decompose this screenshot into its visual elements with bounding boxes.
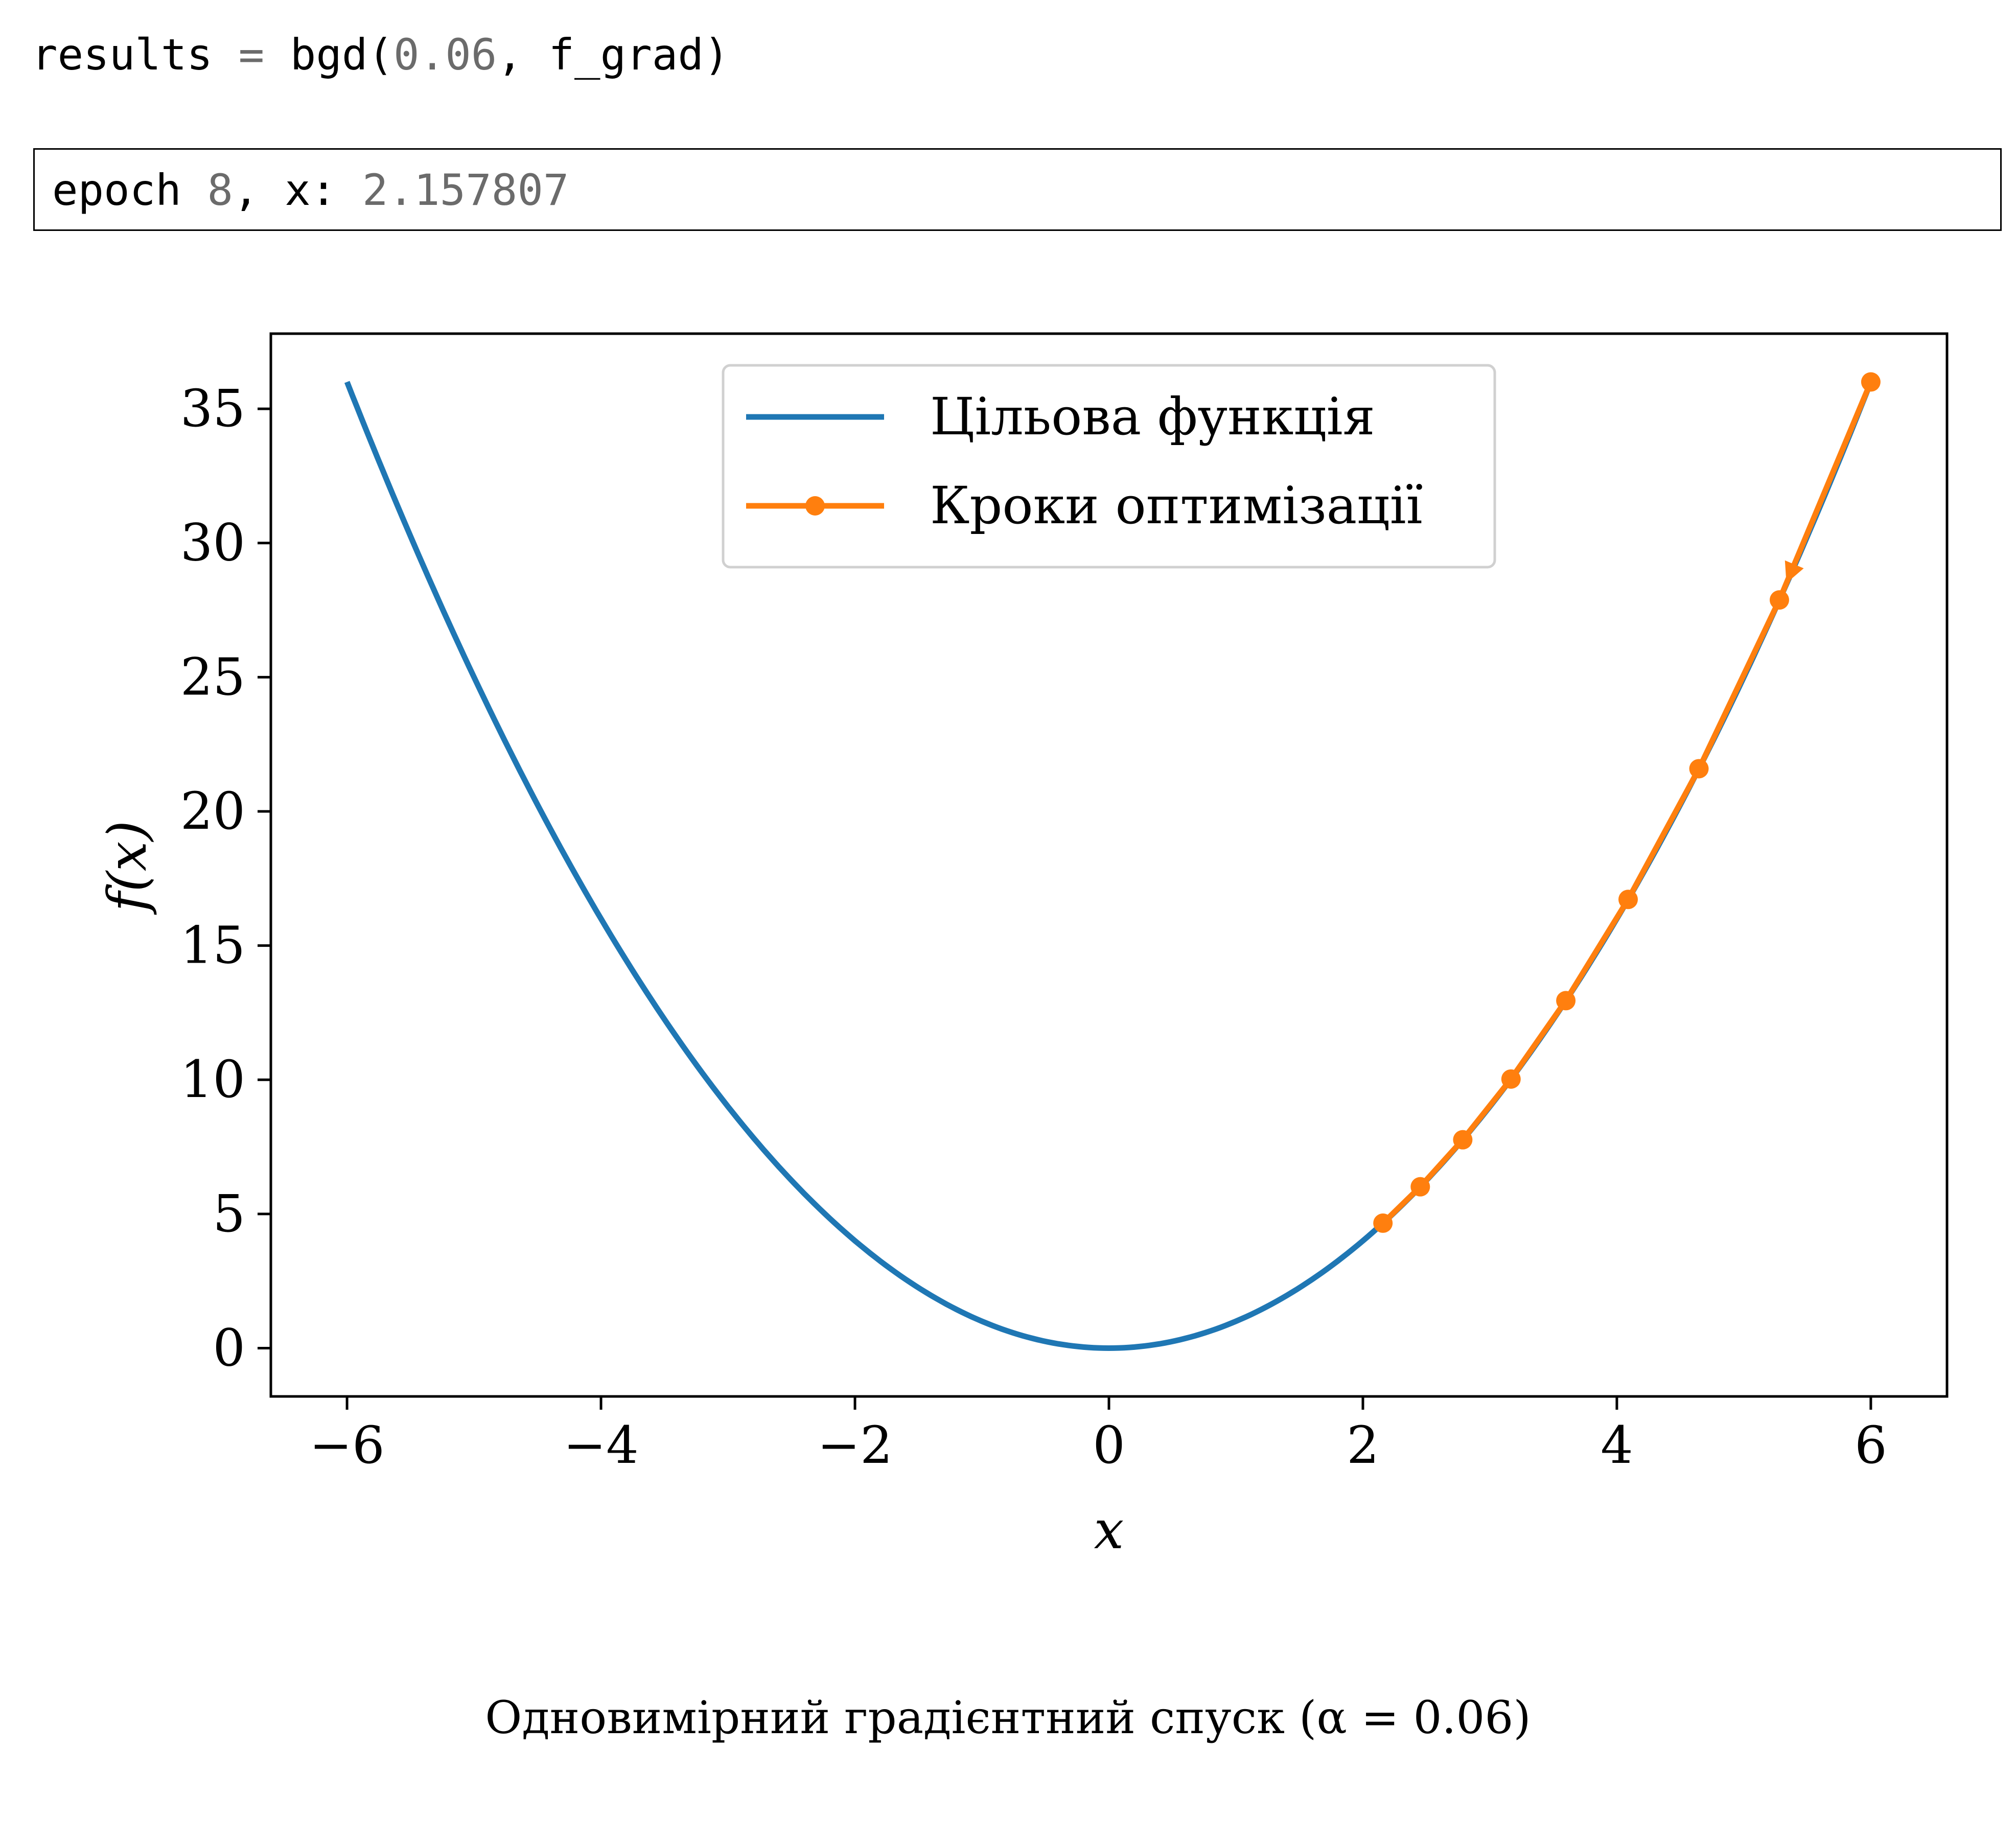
step-point-5 (1501, 1069, 1521, 1089)
output-x-value: 2.157807 (362, 165, 569, 215)
y-tick-label: 20 (180, 781, 245, 841)
output-line: epoch 8, x: 2.157807 (52, 162, 569, 218)
plot-layer (344, 372, 1881, 1351)
legend-label-objective: Цільова функція (930, 387, 1375, 447)
step-point-2 (1689, 759, 1709, 779)
x-tick-label: −2 (817, 1415, 892, 1475)
y-tick-label: 25 (180, 647, 245, 707)
x-tick-label: 2 (1347, 1415, 1379, 1475)
step-point-7 (1410, 1177, 1430, 1197)
x-axis-ticks: −6 −4 −2 0 2 4 6 (309, 1396, 1887, 1475)
step-point-6 (1453, 1130, 1473, 1150)
x-tick-label: −6 (309, 1415, 384, 1475)
step-direction-arrow (1785, 560, 1804, 584)
code-line: results = bgd(0.06, f_grad) (32, 27, 730, 83)
x-tick-label: 0 (1093, 1415, 1125, 1475)
output-epoch-label: epoch (52, 165, 181, 215)
y-tick-label: 0 (213, 1318, 245, 1378)
legend: Цільова функція Кроки оптимізації (722, 364, 1496, 569)
x-tick-label: 6 (1855, 1415, 1887, 1475)
x-tick-label: −4 (563, 1415, 638, 1475)
output-epoch-value: 8 (207, 165, 234, 215)
y-tick-label: 30 (180, 513, 245, 573)
code-learning-rate: 0.06 (393, 30, 497, 80)
step-point-1 (1770, 590, 1789, 610)
y-tick-label: 15 (180, 916, 245, 975)
y-axis-ticks: 0 5 10 15 20 25 30 35 (180, 379, 271, 1378)
chart: −6 −4 −2 0 2 4 6 0 5 10 15 20 25 30 35 x f(x) Цільова… (96, 332, 1949, 1561)
y-axis-label: f(x) (96, 821, 158, 915)
figure-caption: Одновимірний градієнтний спуск (α = 0.06… (485, 1691, 1531, 1744)
step-point-8 (1373, 1213, 1393, 1233)
code-call-rest: , f_grad) (497, 30, 730, 80)
output-box: epoch 8, x: 2.157807 (33, 148, 2002, 231)
legend-marker-steps (805, 496, 825, 516)
legend-label-steps: Кроки оптимізації (930, 476, 1423, 535)
legend-box (722, 364, 1496, 569)
y-tick-label: 35 (180, 379, 245, 438)
code-variable: results (32, 30, 213, 80)
code-operator: = (238, 30, 265, 80)
code-function-call: bgd( (290, 30, 394, 80)
step-point-0 (1861, 372, 1881, 392)
step-point-3 (1618, 890, 1638, 909)
output-separator: , x: (233, 165, 337, 215)
y-tick-label: 10 (180, 1049, 245, 1109)
y-tick-label: 5 (213, 1184, 245, 1244)
step-point-4 (1556, 991, 1576, 1011)
x-tick-label: 4 (1601, 1415, 1633, 1475)
x-axis-label: x (1094, 1499, 1124, 1561)
